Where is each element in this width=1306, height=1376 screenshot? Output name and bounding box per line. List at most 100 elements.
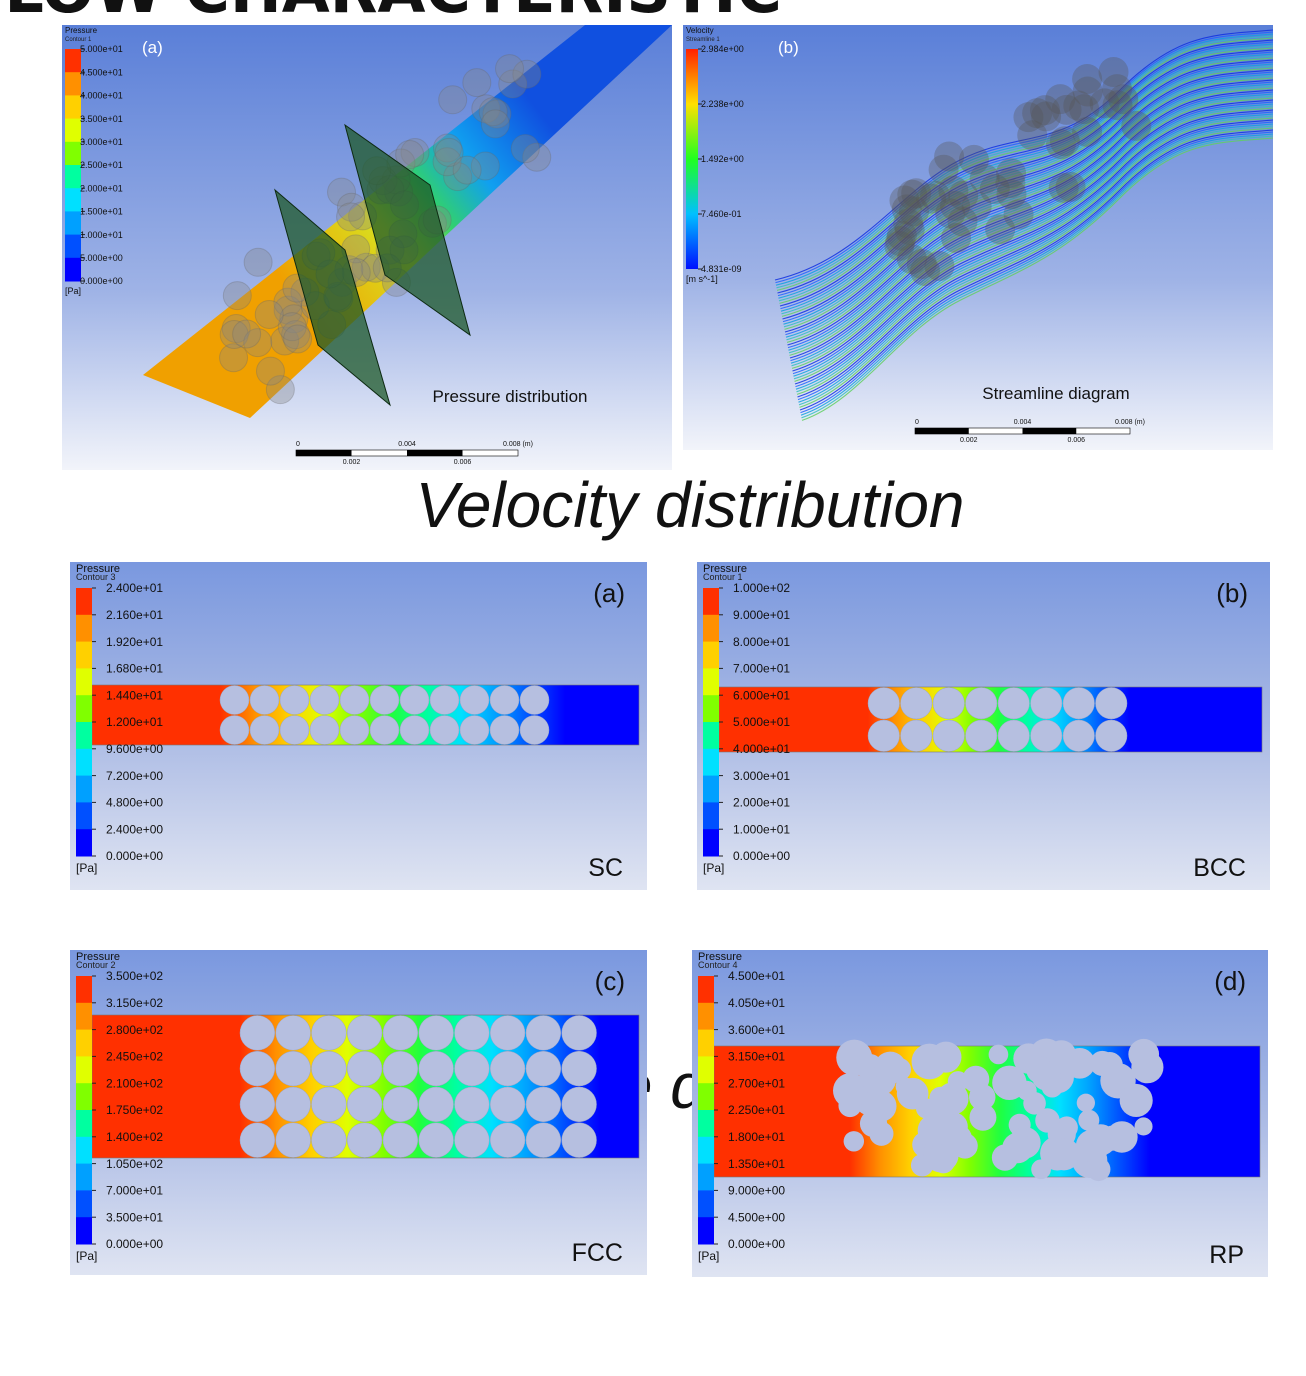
particle (966, 720, 998, 752)
particle (455, 1087, 490, 1122)
particle (562, 1016, 597, 1051)
particle (312, 1087, 347, 1122)
particle (220, 716, 249, 745)
legend-band (65, 211, 81, 235)
particle (526, 1051, 561, 1086)
legend-band (76, 1003, 92, 1030)
particle (520, 716, 549, 745)
legend-label: 2.500e+01 (80, 160, 123, 170)
particle (256, 357, 284, 385)
particle (280, 716, 309, 745)
particle (912, 1044, 948, 1080)
scale-label: 0.002 (960, 437, 978, 444)
legend-band (65, 165, 81, 189)
particle (868, 688, 900, 720)
particle (347, 1051, 382, 1086)
legend-label: 4.800e+00 (106, 796, 163, 810)
legend-label: 2.100e+02 (106, 1076, 163, 1090)
legend-band (76, 1056, 92, 1083)
legend-label: 2.800e+02 (106, 1023, 163, 1037)
legend-band (703, 642, 719, 669)
particle (874, 1052, 906, 1084)
legend-label: 0.000e+00 (106, 849, 163, 863)
particle (526, 1087, 561, 1122)
legend-band (76, 668, 92, 695)
legend-band (698, 1083, 714, 1110)
legend-label: 1.050e+02 (106, 1157, 163, 1171)
panel-name: RP (1209, 1241, 1244, 1269)
legend-band (76, 976, 92, 1003)
legend-label: 1.500e+01 (80, 207, 123, 217)
legend-label: 4.000e+01 (733, 742, 790, 756)
legend-label: 2.400e+01 (106, 581, 163, 595)
particle (1063, 688, 1095, 720)
particle (860, 1110, 887, 1137)
legend-unit: [Pa] (76, 861, 97, 875)
legend-label: 3.000e+01 (80, 137, 123, 147)
legend-label: 1.000e+01 (733, 822, 790, 836)
legend-label: 4.500e+01 (728, 969, 785, 983)
particle (276, 1016, 311, 1051)
legend-band (703, 776, 719, 803)
particle (496, 55, 524, 83)
legend-band (76, 1030, 92, 1057)
legend-label: 2.250e+01 (728, 1103, 785, 1117)
slide-title: FLOW CHARACTERISTIC (0, 0, 782, 27)
legend-label: 0.000e+00 (80, 276, 123, 286)
legend-unit: [Pa] (703, 861, 724, 875)
legend-band (76, 1137, 92, 1164)
particle (276, 1087, 311, 1122)
particle (455, 1123, 490, 1158)
particle (244, 248, 272, 276)
particle (419, 1123, 454, 1158)
particle (526, 1123, 561, 1158)
particle (490, 1087, 525, 1122)
particle (1048, 1138, 1080, 1170)
particle (312, 1051, 347, 1086)
particle (901, 688, 933, 720)
particle (1063, 720, 1095, 752)
particle (490, 686, 519, 715)
particle (1076, 1129, 1109, 1162)
legend-label: 1.680e+01 (106, 662, 163, 676)
particle (941, 223, 971, 253)
legend-label: 1.440e+01 (106, 688, 163, 702)
particle (383, 1016, 418, 1051)
particle (312, 1123, 347, 1158)
particle (250, 686, 279, 715)
particle (463, 69, 491, 97)
particle (310, 716, 339, 745)
panel-tag: (b) (778, 38, 799, 57)
particle (998, 688, 1030, 720)
particle (868, 720, 900, 752)
legend-band (65, 235, 81, 259)
particle (933, 720, 965, 752)
particle (1077, 1094, 1095, 1112)
particle (1004, 199, 1034, 229)
particle (460, 716, 489, 745)
legend-label: 7.000e+01 (733, 662, 790, 676)
particle (511, 135, 539, 163)
legend-band (703, 749, 719, 776)
legend-band (65, 142, 81, 166)
legend-label: 0.000e+00 (106, 1237, 163, 1251)
particle (1032, 1061, 1061, 1090)
legend-label: 1.492e+00 (701, 154, 744, 164)
particle (490, 1051, 525, 1086)
particle (1128, 1039, 1159, 1070)
scale-label: 0.008 (m) (503, 441, 533, 448)
particle (255, 300, 283, 328)
legend-label: 2.000e+01 (80, 183, 123, 193)
legend-label: 0.000e+00 (733, 849, 790, 863)
particle (240, 1123, 275, 1158)
scale-block (1023, 428, 1077, 434)
particle (1031, 720, 1063, 752)
legend-label: 2.238e+00 (701, 99, 744, 109)
legend-band (698, 1056, 714, 1083)
legend-label: 4.831e-09 (701, 264, 742, 274)
particle (490, 1123, 525, 1158)
scale-label: 0.002 (343, 459, 361, 466)
particle (276, 1051, 311, 1086)
particle (933, 688, 965, 720)
section-title: Velocity distribution (416, 469, 965, 541)
